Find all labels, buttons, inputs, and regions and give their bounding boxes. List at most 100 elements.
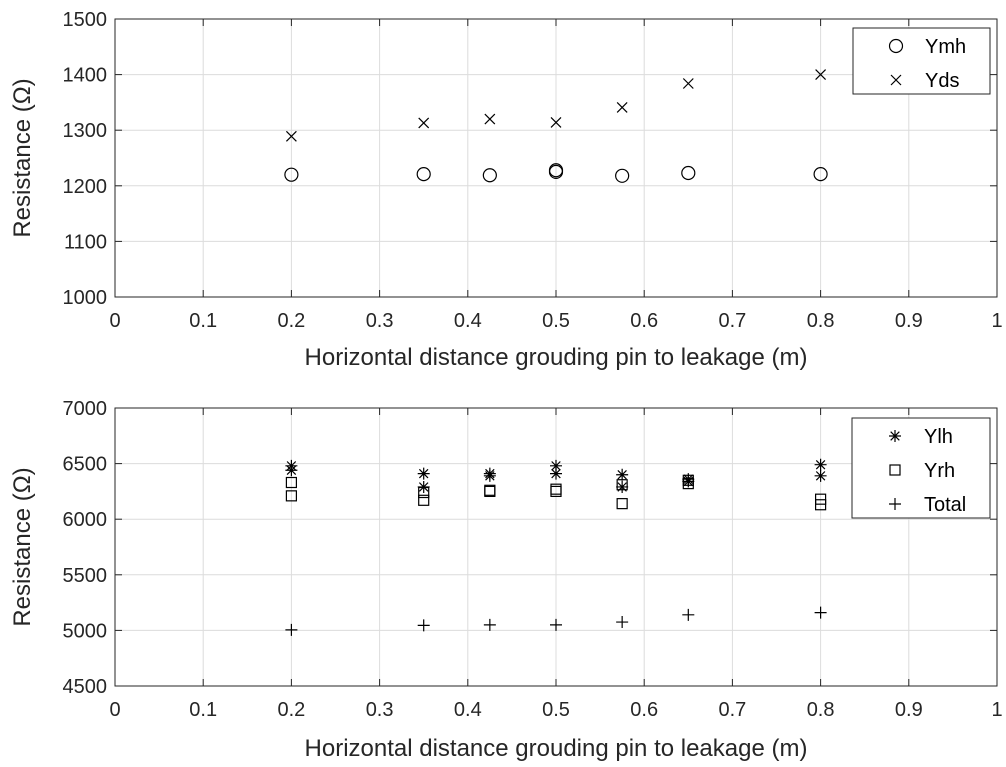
data-point-yrh (285, 476, 297, 489)
legend-label-ylh: Ylh (924, 426, 953, 448)
x-tick-label: 0 (109, 699, 120, 721)
legend: Ymh Yds (852, 27, 991, 95)
data-point-yds (682, 78, 694, 89)
data-point-ylh (814, 469, 827, 482)
data-point-ymh (813, 167, 828, 182)
legend-marker-yrh (889, 464, 901, 476)
data-point-total (285, 623, 298, 636)
series-yrh (285, 474, 827, 511)
data-point-total (814, 606, 827, 619)
x-tick-label: 0.1 (189, 699, 217, 721)
x-tick-label: 0.9 (895, 699, 923, 721)
data-point-ylh (550, 459, 562, 472)
y-axis-label: Resistance (Ω) (9, 467, 36, 626)
data-point-yrh (550, 485, 562, 497)
legend-marker-ylh (889, 430, 901, 442)
legend-label-total: Total (924, 494, 966, 516)
x-tick-label: 0 (109, 310, 120, 332)
plot-1: 0 0.1 0.2 0.3 0.4 0.5 0.6 0.7 0.8 0.9 1 1000 1100 120… (9, 9, 1003, 371)
data-point-yrh (814, 499, 827, 511)
data-point-ymh (416, 167, 431, 182)
x-tick-label: 1 (991, 699, 1002, 721)
data-point-ylh (285, 464, 298, 477)
data-point-total (550, 618, 562, 631)
y-tick-label: 1500 (63, 9, 108, 31)
data-point-ymh (681, 165, 696, 181)
x-tick-label: 0.4 (454, 310, 482, 332)
y-tick-label: 4500 (63, 676, 108, 698)
series-yds (285, 69, 827, 142)
data-point-yds (550, 116, 562, 128)
legend: Ylh Yrh Total (851, 417, 991, 519)
x-tick-label: 0.6 (630, 310, 658, 332)
y-tick-label: 6500 (63, 454, 108, 476)
x-axis-label: Horizontal distance grouding pin to leak… (305, 344, 808, 371)
data-point-total (483, 618, 496, 631)
x-tick-label: 0.5 (542, 310, 570, 332)
data-point-ylh (550, 467, 562, 480)
legend-box (851, 417, 991, 519)
data-point-yrh (484, 485, 496, 497)
series-ymh (284, 163, 828, 183)
data-point-total (616, 616, 629, 629)
x-tick-label: 0.3 (366, 310, 394, 332)
data-point-ylh (814, 458, 827, 471)
series-total (285, 606, 827, 636)
x-tick-label: 0.4 (454, 699, 482, 721)
y-tick-label: 1200 (63, 176, 108, 198)
data-point-ylh (682, 475, 695, 488)
x-tick-label: 0.2 (277, 699, 305, 721)
data-point-yrh (616, 498, 628, 510)
data-point-yrh (418, 494, 430, 506)
x-tick-label: 0.7 (718, 310, 746, 332)
data-point-yds (285, 130, 297, 142)
y-tick-label: 5000 (63, 620, 108, 642)
data-point-yds (484, 113, 496, 125)
y-tick-label: 1300 (63, 120, 108, 142)
y-axis-label: Resistance (Ω) (9, 78, 36, 237)
x-tick-label: 0.5 (542, 699, 570, 721)
x-tick-label: 0.8 (807, 699, 835, 721)
x-tick-label: 0.6 (630, 699, 658, 721)
x-tick-label: 0.9 (895, 310, 923, 332)
legend-box (852, 27, 991, 95)
legend-label-yrh: Yrh (924, 460, 955, 482)
data-point-yrh (418, 486, 430, 499)
data-point-ymh (548, 164, 564, 179)
legend-marker-ymh (888, 38, 904, 54)
data-point-ylh (483, 469, 496, 482)
data-point-yds (418, 117, 430, 129)
data-point-yrh (285, 490, 297, 502)
y-tick-label: 5500 (63, 565, 108, 587)
data-point-yds (616, 101, 628, 113)
data-point-ylh (616, 480, 629, 493)
y-tick-label: 6000 (63, 509, 108, 531)
data-point-yds (815, 69, 827, 81)
y-tick-label: 1000 (63, 287, 108, 309)
data-point-ymh (615, 168, 630, 183)
data-point-ylh (616, 468, 629, 481)
x-axis-label: Horizontal distance grouding pin to leak… (305, 735, 808, 762)
legend-marker-yds (890, 74, 902, 86)
data-point-yrh (682, 478, 694, 490)
legend-marker-total (889, 498, 901, 510)
legend-label-yds: Yds (925, 70, 959, 92)
data-point-ymh (482, 168, 497, 183)
data-point-yrh (616, 479, 628, 491)
legend-label-ymh: Ymh (925, 36, 966, 58)
x-tick-label: 0.1 (189, 310, 217, 332)
y-tick-label: 1400 (63, 65, 108, 87)
data-point-total (682, 608, 695, 621)
y-tick-label: 7000 (63, 398, 108, 420)
x-tick-label: 0.3 (366, 699, 394, 721)
data-point-total (417, 619, 430, 632)
x-tick-label: 0.2 (277, 310, 305, 332)
x-tick-label: 0.7 (718, 699, 746, 721)
x-tick-label: 1 (991, 310, 1002, 332)
data-point-ylh (417, 467, 430, 480)
x-tick-label: 0.8 (807, 310, 835, 332)
plot-2: 0 0.1 0.2 0.3 0.4 0.5 0.6 0.7 0.8 0.9 1 4500 5000 550… (9, 398, 1003, 762)
data-point-ymh (284, 167, 299, 182)
y-tick-label: 1100 (64, 231, 107, 253)
